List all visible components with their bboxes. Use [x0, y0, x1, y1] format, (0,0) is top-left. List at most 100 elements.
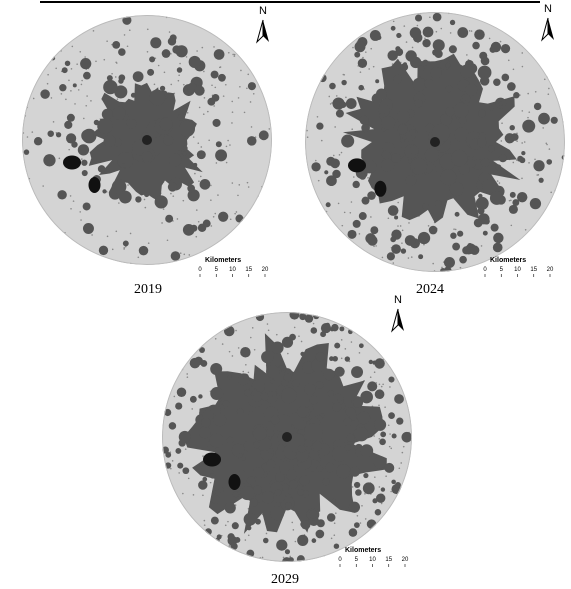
urban-patch: [83, 223, 94, 234]
urban-patch: [331, 499, 336, 504]
speckle: [244, 112, 246, 114]
speckle: [196, 50, 198, 52]
urban-patch: [367, 519, 377, 529]
speckle: [187, 376, 189, 378]
urban-patch: [168, 37, 176, 45]
urban-patch: [182, 151, 187, 156]
speckle: [200, 146, 202, 148]
urban-patch: [135, 196, 141, 202]
urban-patch: [410, 146, 419, 155]
speckle: [187, 112, 189, 114]
urban-patch: [418, 254, 423, 259]
urban-patch: [238, 453, 242, 457]
speckle: [179, 63, 181, 65]
urban-patch: [47, 130, 53, 136]
urban-patch: [207, 98, 215, 106]
scale-tick-label: 5: [215, 267, 219, 273]
speckle: [370, 376, 372, 378]
speckle: [317, 116, 319, 118]
speckle: [27, 136, 29, 138]
speckle: [466, 54, 468, 56]
north-label: N: [394, 294, 402, 306]
urban-patch: [112, 107, 125, 120]
urban-patch: [422, 39, 430, 47]
speckle: [341, 357, 343, 359]
urban-patch: [391, 244, 401, 254]
urban-patch: [323, 369, 334, 380]
speckle: [521, 142, 523, 144]
urban-patch: [282, 484, 289, 491]
speckle: [178, 74, 180, 76]
urban-patch: [248, 411, 253, 416]
speckle: [167, 239, 169, 241]
speckle: [197, 142, 199, 144]
urban-patch: [350, 467, 360, 477]
urban-patch: [271, 391, 276, 396]
speckle: [106, 40, 108, 42]
urban-patch: [311, 162, 320, 171]
speckle: [335, 512, 337, 514]
north-arrow: [548, 18, 554, 40]
speckle: [336, 95, 338, 97]
speckle: [331, 538, 333, 540]
speckle: [193, 136, 195, 138]
speckle: [538, 174, 540, 176]
scale-tick-label: 15: [530, 267, 537, 273]
urban-patch: [490, 191, 504, 205]
lake: [229, 474, 241, 490]
speckle: [93, 30, 95, 32]
urban-patch: [390, 236, 396, 242]
speckle: [68, 80, 70, 82]
speckle: [344, 212, 346, 214]
urban-patch: [354, 482, 360, 488]
urban-patch: [352, 181, 359, 188]
urban-patch: [499, 154, 507, 162]
speckle: [513, 68, 515, 70]
speckle: [84, 56, 86, 58]
urban-patch: [387, 50, 397, 60]
urban-patch: [362, 197, 370, 205]
urban-patch: [410, 27, 421, 38]
urban-patch: [189, 56, 201, 68]
speckle: [509, 200, 511, 202]
map: [305, 12, 566, 274]
urban-patch: [286, 469, 297, 480]
speckle: [70, 208, 72, 210]
speckle: [73, 200, 75, 202]
speckle: [229, 545, 231, 547]
urban-patch: [197, 150, 206, 159]
urban-patch: [425, 148, 439, 162]
urban-patch: [538, 113, 550, 125]
urban-patch: [178, 114, 185, 121]
speckle: [268, 329, 270, 331]
urban-patch: [223, 400, 230, 407]
speckle: [115, 62, 117, 64]
speckle: [501, 140, 503, 142]
urban-patch: [289, 310, 299, 320]
speckle: [74, 103, 76, 105]
speckle: [351, 341, 353, 343]
urban-patch: [309, 395, 318, 404]
speckle: [365, 51, 367, 53]
urban-patch: [253, 467, 264, 478]
urban-patch: [160, 86, 165, 91]
urban-patch: [216, 141, 222, 147]
speckle: [232, 111, 234, 113]
urban-patch: [201, 418, 210, 427]
urban-patch: [353, 220, 361, 228]
speckle: [481, 245, 483, 247]
center-mark: [282, 432, 292, 442]
urban-patch: [177, 67, 182, 72]
speckle: [453, 228, 455, 230]
urban-patch: [227, 375, 231, 379]
speckle: [198, 180, 200, 182]
speckle: [219, 67, 221, 69]
map-panel: NKilometers051015202029: [162, 294, 412, 587]
urban-patch: [275, 489, 282, 496]
speckle: [222, 343, 224, 345]
urban-patch: [162, 49, 171, 58]
urban-patch: [446, 107, 455, 116]
north-label: N: [544, 3, 552, 15]
speckle: [350, 212, 352, 214]
